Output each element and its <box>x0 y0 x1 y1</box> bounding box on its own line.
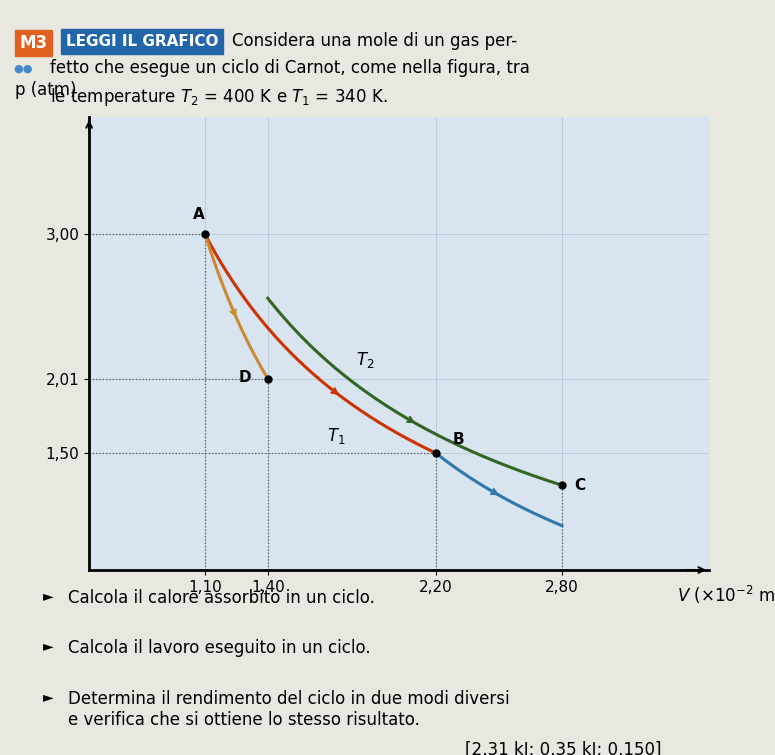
Text: ●●: ●● <box>13 63 33 73</box>
Y-axis label: p (atm): p (atm) <box>15 81 77 99</box>
Text: le temperature $T_2$ = 400 K e $T_1$ = 340 K.: le temperature $T_2$ = 400 K e $T_1$ = 3… <box>50 86 388 108</box>
Text: ►: ► <box>43 589 53 603</box>
Text: Calcola il calore assorbito in un ciclo.: Calcola il calore assorbito in un ciclo. <box>68 589 375 607</box>
Text: Determina il rendimento del ciclo in due modi diversi
e verifica che si ottiene : Determina il rendimento del ciclo in due… <box>68 690 510 729</box>
Text: B: B <box>453 433 464 448</box>
Text: ►: ► <box>43 690 53 704</box>
Text: Calcola il lavoro eseguito in un ciclo.: Calcola il lavoro eseguito in un ciclo. <box>68 639 370 658</box>
Text: [2,31 kJ; 0,35 kJ; 0,150]: [2,31 kJ; 0,35 kJ; 0,150] <box>465 741 662 755</box>
Text: C: C <box>574 478 586 493</box>
Text: fetto che esegue un ciclo di Carnot, come nella figura, tra: fetto che esegue un ciclo di Carnot, com… <box>50 59 530 77</box>
Text: Considera una mole di un gas per-: Considera una mole di un gas per- <box>232 32 518 50</box>
Text: $T_2$: $T_2$ <box>356 350 374 371</box>
Text: $T_1$: $T_1$ <box>326 427 345 446</box>
Text: D: D <box>239 369 251 384</box>
Text: A: A <box>192 208 205 222</box>
Text: LEGGI IL GRAFICO: LEGGI IL GRAFICO <box>66 34 219 49</box>
Text: M3: M3 <box>19 34 47 52</box>
X-axis label: $V\ (\times10^{-2}\ \mathrm{m}^3)$: $V\ (\times10^{-2}\ \mathrm{m}^3)$ <box>677 584 775 606</box>
Text: ►: ► <box>43 639 53 654</box>
